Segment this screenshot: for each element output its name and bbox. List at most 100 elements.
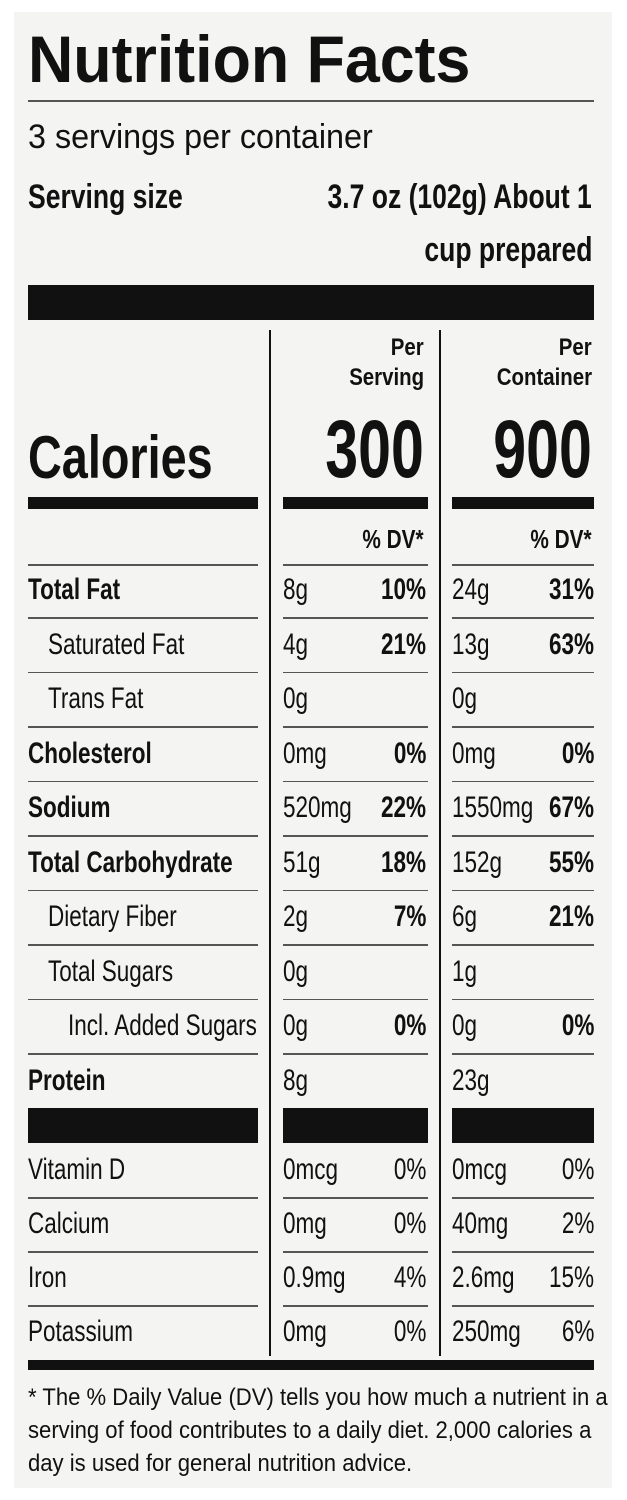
dv-per-container: 6%: [561, 1315, 594, 1348]
amount-per-serving: 520mg: [283, 791, 352, 824]
row-rule: [28, 1053, 258, 1055]
row-rule: [283, 564, 428, 566]
row-rule: [452, 671, 594, 673]
column-header: Per: [391, 333, 424, 361]
amount-per-container: 0mg: [452, 736, 496, 770]
amount-per-serving: 0mg: [283, 1315, 327, 1348]
row-rule: [283, 1197, 428, 1199]
amount-per-serving: 8g: [283, 1063, 309, 1097]
amount-per-container: 250mg: [452, 1315, 521, 1348]
serving-size-value: 3.7 oz (102g) About 1: [327, 177, 592, 216]
row-rule: [452, 944, 594, 946]
row-rule: [28, 998, 258, 1000]
thick-bar: [28, 285, 594, 320]
row-rule: [283, 889, 428, 891]
row-rule: [28, 780, 258, 782]
row-rule: [452, 889, 594, 891]
row-rule: [28, 944, 258, 946]
dv-per-serving: 22%: [380, 791, 426, 824]
footnote: serving of food contributes to a daily d…: [28, 1416, 592, 1444]
nutrient-name: Saturated Fat: [48, 627, 185, 661]
dv-per-container: 0%: [561, 736, 594, 770]
row-rule: [452, 780, 594, 782]
amount-per-container: 0g: [452, 1009, 478, 1042]
row-rule: [28, 889, 258, 891]
row-rule: [452, 617, 594, 619]
nutrient-name: Total Fat: [28, 573, 121, 606]
dv-per-serving: 7%: [393, 900, 426, 933]
row-rule: [28, 1251, 258, 1253]
amount-per-serving: 0g: [283, 1009, 309, 1042]
thick-bar: [28, 1108, 258, 1143]
amount-per-serving: 0mg: [283, 1207, 327, 1240]
dv-per-serving: 18%: [380, 845, 426, 879]
nutrient-name: Total Sugars: [48, 954, 174, 988]
row-rule: [283, 617, 428, 619]
title: Nutrition Facts: [28, 22, 471, 97]
amount-per-serving: 0g: [283, 682, 309, 715]
nutrient-name: Total Carbohydrate: [28, 845, 233, 879]
thick-bar: [28, 1360, 594, 1370]
column-divider: [269, 330, 271, 1356]
row-rule: [452, 835, 594, 837]
column-divider: [439, 330, 441, 1356]
rule: [28, 100, 594, 102]
dv-per-container: 0%: [561, 1009, 594, 1042]
dv-per-serving: 0%: [393, 1207, 426, 1240]
thick-rule: [28, 497, 258, 509]
amount-per-container: 0g: [452, 682, 478, 715]
amount-per-container: 0mcg: [452, 1153, 508, 1186]
amount-per-container: 40mg: [452, 1207, 509, 1240]
calories-per-container: 900: [493, 403, 592, 495]
row-rule: [28, 671, 258, 673]
amount-per-serving: 2g: [283, 900, 309, 933]
dv-header: % DV*: [362, 524, 424, 555]
nutrient-name: Dietary Fiber: [48, 900, 177, 933]
row-rule: [283, 780, 428, 782]
column-header: Serving: [349, 363, 424, 391]
amount-per-serving: 0mcg: [283, 1153, 339, 1186]
dv-header: % DV*: [530, 524, 592, 555]
row-rule: [283, 1305, 428, 1307]
amount-per-serving: 0.9mg: [283, 1261, 346, 1294]
nutrient-name: Potassium: [28, 1315, 134, 1348]
row-rule: [28, 1197, 258, 1199]
row-rule: [28, 726, 258, 728]
calories-per-serving: 300: [325, 403, 424, 495]
row-rule: [452, 1251, 594, 1253]
row-rule: [28, 835, 258, 837]
row-rule: [283, 671, 428, 673]
serving-size-value: cup prepared: [423, 230, 592, 269]
nutrient-name: Calcium: [28, 1207, 110, 1240]
amount-per-serving: 0g: [283, 954, 309, 988]
amount-per-container: 1550mg: [452, 791, 534, 824]
dv-per-serving: 21%: [380, 627, 426, 661]
dv-per-serving: 0%: [393, 1315, 426, 1348]
servings: 3 servings per container: [28, 117, 373, 156]
amount-per-container: 6g: [452, 900, 478, 933]
dv-per-container: 67%: [548, 791, 594, 824]
amount-per-container: 24g: [452, 573, 490, 606]
thick-bar: [452, 1108, 594, 1143]
amount-per-serving: 8g: [283, 573, 309, 606]
dv-per-serving: 0%: [393, 1009, 426, 1042]
thick-rule: [283, 497, 428, 509]
dv-per-container: 55%: [548, 845, 594, 879]
amount-per-container: 23g: [452, 1063, 490, 1097]
row-rule: [283, 1053, 428, 1055]
row-rule: [452, 726, 594, 728]
footnote: * The % Daily Value (DV) tells you how m…: [28, 1383, 608, 1411]
row-rule: [28, 1305, 258, 1307]
dv-per-container: 0%: [561, 1153, 594, 1186]
amount-per-serving: 0mg: [283, 736, 327, 770]
dv-per-container: 2%: [561, 1207, 594, 1240]
row-rule: [452, 1053, 594, 1055]
row-rule: [283, 726, 428, 728]
row-rule: [28, 617, 258, 619]
label-background: [14, 12, 612, 1488]
row-rule: [283, 1251, 428, 1253]
row-rule: [452, 1305, 594, 1307]
nutrient-name: Protein: [28, 1063, 106, 1097]
nutrient-name: Incl. Added Sugars: [68, 1009, 257, 1042]
serving-size-label: Serving size: [28, 177, 183, 216]
